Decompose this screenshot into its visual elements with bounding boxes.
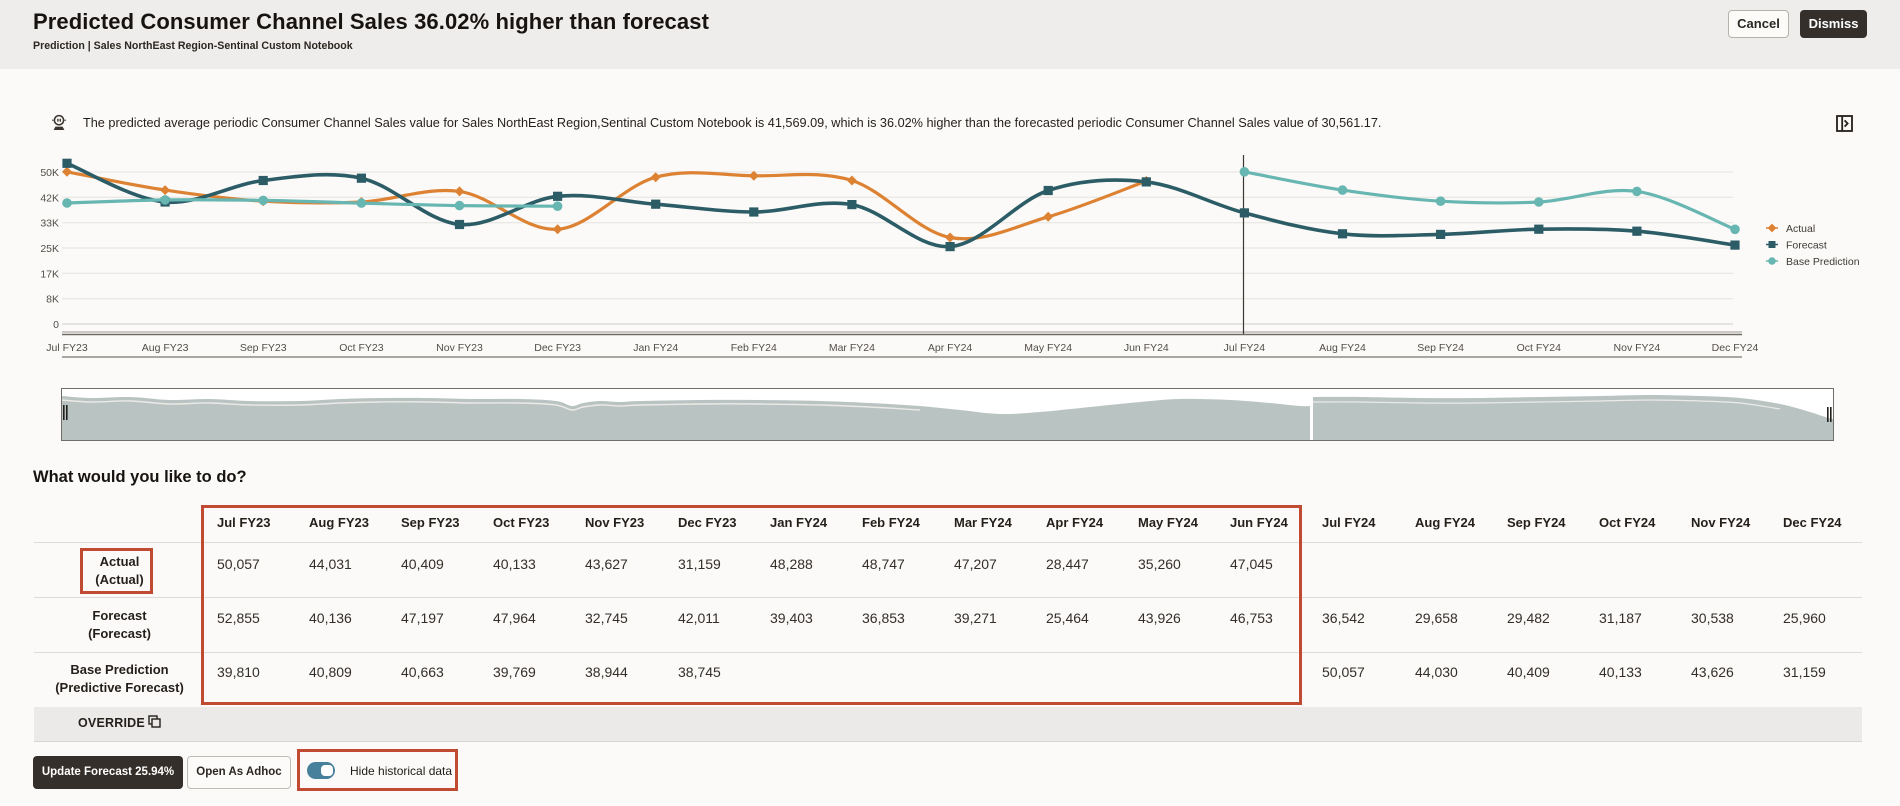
svg-text:25K: 25K [40, 243, 59, 255]
svg-text:Forecast: Forecast [1786, 240, 1827, 252]
svg-text:Jun FY24: Jun FY24 [1124, 342, 1169, 354]
svg-text:Jan FY24: Jan FY24 [633, 342, 678, 354]
svg-text:17K: 17K [40, 268, 59, 280]
svg-text:Jul FY24: Jul FY24 [1224, 342, 1266, 354]
svg-text:Aug FY24: Aug FY24 [1319, 342, 1366, 354]
svg-text:Apr FY24: Apr FY24 [928, 342, 973, 354]
svg-text:Dec FY23: Dec FY23 [534, 342, 581, 354]
svg-text:Dec FY24: Dec FY24 [1712, 342, 1759, 354]
svg-text:33K: 33K [40, 218, 59, 230]
svg-text:8K: 8K [46, 294, 59, 306]
svg-text:Base Prediction: Base Prediction [1786, 256, 1860, 268]
svg-text:Feb FY24: Feb FY24 [731, 342, 777, 354]
svg-text:Mar FY24: Mar FY24 [829, 342, 875, 354]
svg-text:Jul FY23: Jul FY23 [46, 342, 88, 354]
svg-text:Nov FY24: Nov FY24 [1614, 342, 1661, 354]
svg-text:Nov FY23: Nov FY23 [436, 342, 483, 354]
svg-text:Actual: Actual [1786, 223, 1815, 235]
svg-text:Sep FY24: Sep FY24 [1417, 342, 1464, 354]
svg-text:Sep FY23: Sep FY23 [240, 342, 287, 354]
svg-text:Aug FY23: Aug FY23 [142, 342, 189, 354]
svg-text:50K: 50K [40, 167, 59, 179]
svg-text:May FY24: May FY24 [1024, 342, 1072, 354]
svg-text:Oct FY24: Oct FY24 [1517, 342, 1562, 354]
svg-text:42K: 42K [40, 192, 59, 204]
svg-text:Oct FY23: Oct FY23 [339, 342, 384, 354]
svg-text:0: 0 [53, 319, 59, 331]
